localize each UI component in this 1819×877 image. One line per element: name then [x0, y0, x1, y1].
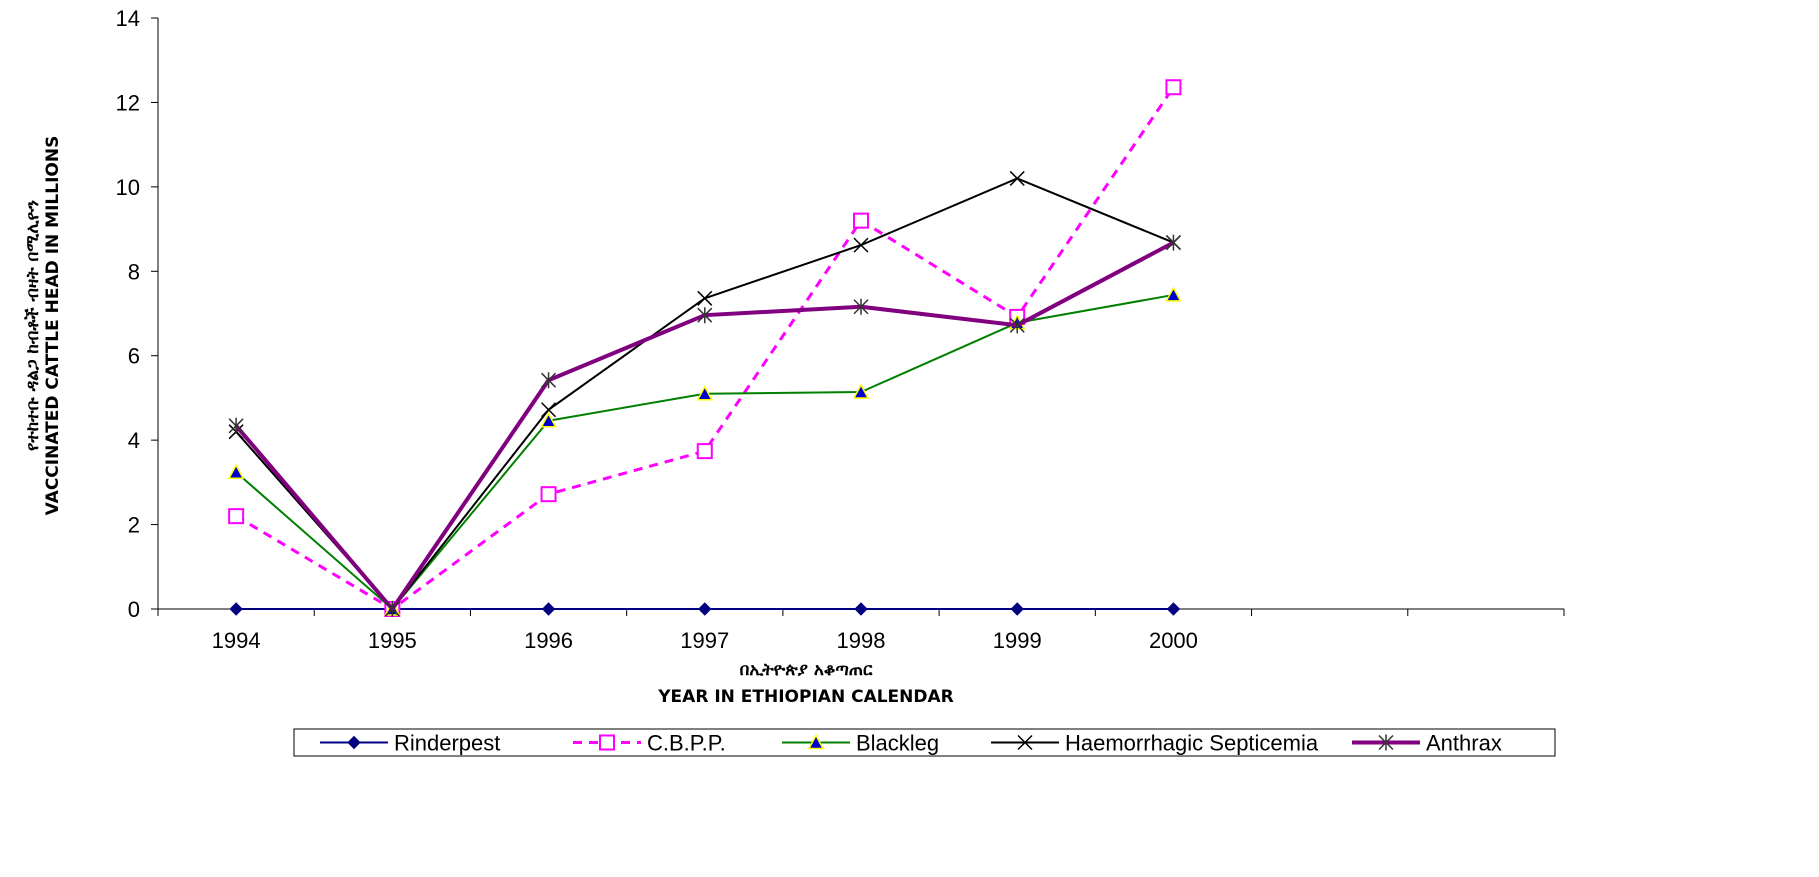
x-tick-label: 1994	[212, 628, 261, 653]
legend-marker-haemorrhagic-septicemia	[1017, 734, 1033, 751]
legend-label-anthrax: Anthrax	[1426, 731, 1502, 756]
x-tick-label: 1999	[993, 628, 1042, 653]
data-point-haemorrhagic-septicemia	[697, 290, 713, 306]
x-tick-label: 1996	[524, 628, 573, 653]
data-point-anthrax	[1009, 317, 1025, 334]
legend-label-rinderpest: Rinderpest	[394, 731, 500, 756]
data-point-anthrax	[541, 372, 557, 389]
data-point-anthrax	[384, 601, 400, 617]
data-point-blackleg	[852, 383, 870, 399]
x-tick-label: 1997	[680, 628, 729, 653]
data-point-rinderpest	[229, 602, 243, 616]
y-tick-label: 12	[116, 90, 140, 115]
y-axis-title: VACCINATED CATTLE HEAD IN MILLIONS	[43, 136, 63, 516]
x-axis-title: በኢትዮጵያ አቆጣጠር	[740, 660, 873, 680]
data-point-haemorrhagic-septicemia	[541, 402, 557, 418]
legend-marker-c-b-p-p	[599, 734, 615, 751]
legend-marker-anthrax	[1378, 734, 1394, 751]
data-point-anthrax	[228, 417, 244, 434]
data-point-blackleg	[1165, 286, 1182, 302]
x-axis-title: YEAR IN ETHIOPIAN CALENDAR	[657, 687, 954, 707]
x-tick-label: 1998	[837, 628, 886, 653]
data-point-rinderpest	[698, 602, 712, 616]
data-point-rinderpest	[541, 602, 556, 616]
data-point-anthrax	[853, 298, 869, 315]
y-axis-title: የተከተቡ ዳልጋ ከብቶች ብዛት በሚሊዮን	[23, 200, 43, 451]
data-point-blackleg	[696, 385, 714, 401]
legend-box	[293, 728, 1556, 757]
y-tick-label: 2	[128, 513, 140, 538]
data-point-blackleg	[540, 412, 557, 428]
y-tick-label: 0	[128, 597, 140, 622]
data-point-rinderpest	[854, 602, 868, 616]
y-tick-label: 10	[116, 175, 140, 200]
data-point-rinderpest	[1010, 602, 1024, 616]
data-point-anthrax	[1165, 234, 1181, 251]
y-tick-label: 14	[116, 6, 140, 31]
data-point-haemorrhagic-septicemia	[853, 237, 869, 253]
y-tick-label: 4	[128, 428, 140, 453]
data-point-blackleg	[227, 463, 245, 479]
legend-label-c-b-p-p: C.B.P.P.	[647, 731, 726, 756]
data-point-c-b-p-p	[853, 212, 869, 229]
data-point-haemorrhagic-septicemia	[1009, 170, 1025, 186]
series-line-c-b-p-p	[235, 86, 1175, 611]
legend-label-haemorrhagic-septicemia: Haemorrhagic Septicemia	[1065, 731, 1319, 756]
data-point-c-b-p-p	[696, 443, 713, 460]
data-point-c-b-p-p	[1165, 79, 1182, 96]
data-point-c-b-p-p	[228, 508, 245, 525]
data-point-anthrax	[697, 307, 713, 324]
y-tick-label: 6	[128, 344, 140, 369]
x-tick-label: 1995	[368, 628, 417, 653]
x-tick-label: 2000	[1149, 628, 1198, 653]
legend-label-blackleg: Blackleg	[856, 731, 939, 756]
legend-marker-rinderpest	[347, 735, 361, 750]
data-point-rinderpest	[1166, 602, 1181, 616]
y-tick-label: 8	[128, 259, 140, 284]
legend-marker-blackleg	[807, 733, 825, 750]
data-point-c-b-p-p	[540, 486, 557, 503]
